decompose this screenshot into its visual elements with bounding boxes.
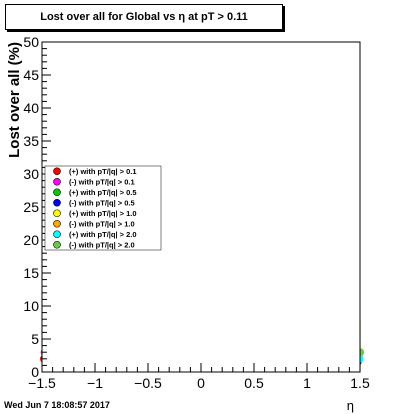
legend-entry: (-) with pT/|q| > 0.1 bbox=[69, 177, 135, 186]
legend-marker bbox=[53, 209, 61, 218]
legend-entry: (-) with pT/|q| > 0.5 bbox=[69, 198, 135, 207]
legend-marker bbox=[53, 167, 61, 176]
legend-marker bbox=[53, 219, 61, 228]
y-tick-label: 25 bbox=[23, 199, 39, 215]
x-tick-label: 1 bbox=[303, 375, 311, 391]
y-tick-label: 45 bbox=[23, 67, 39, 83]
legend-marker bbox=[53, 240, 61, 249]
legend-entry: (+) with pT/|q| > 1.0 bbox=[69, 209, 137, 218]
y-tick-label: 20 bbox=[23, 232, 39, 248]
y-tick-label: 40 bbox=[23, 100, 39, 116]
chart-title: Lost over all for Global vs η at pT > 0.… bbox=[40, 11, 248, 23]
legend-entry: (+) with pT/|q| > 0.1 bbox=[69, 167, 137, 176]
x-axis-label: η bbox=[347, 398, 354, 413]
legend-marker bbox=[53, 198, 61, 207]
timestamp: Wed Jun 7 18:08:57 2017 bbox=[4, 400, 110, 410]
legend-marker bbox=[53, 230, 61, 239]
legend-entry: (+) with pT/|q| > 0.5 bbox=[69, 188, 137, 197]
x-tick-label: −1.5 bbox=[28, 375, 56, 391]
x-tick-label: −0.5 bbox=[134, 375, 162, 391]
y-tick-label: 5 bbox=[31, 331, 39, 347]
y-axis-label: Lost over all (%) bbox=[6, 42, 23, 158]
y-tick-label: 0 bbox=[31, 364, 39, 380]
legend-marker bbox=[53, 188, 61, 197]
title-box: Lost over all for Global vs η at pT > 0.… bbox=[5, 4, 283, 30]
x-tick-label: −1 bbox=[87, 375, 103, 391]
legend-marker bbox=[53, 177, 61, 186]
y-tick-label: 10 bbox=[23, 298, 39, 314]
y-tick-label: 30 bbox=[23, 166, 39, 182]
legend-entry: (-) with pT/|q| > 2.0 bbox=[69, 240, 135, 249]
y-tick-label: 50 bbox=[23, 34, 39, 50]
x-tick-label: 0 bbox=[197, 375, 205, 391]
legend-box bbox=[44, 165, 162, 251]
legend-entry: (+) with pT/|q| > 2.0 bbox=[69, 230, 137, 239]
y-tick-label: 35 bbox=[23, 133, 39, 149]
x-tick-label: 1.5 bbox=[350, 375, 370, 391]
y-tick-label: 15 bbox=[23, 265, 39, 281]
x-tick-label: 0.5 bbox=[244, 375, 264, 391]
legend-entry: (-) with pT/|q| > 1.0 bbox=[69, 219, 135, 228]
